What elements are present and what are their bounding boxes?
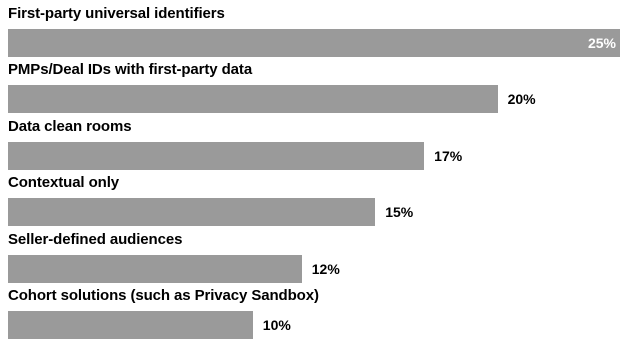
value-label: 12%: [311, 260, 340, 277]
value-label: 25%: [587, 35, 616, 51]
bar: [8, 311, 253, 339]
category-label: PMPs/Deal IDs with first-party data: [8, 61, 253, 79]
category-label: Seller-defined audiences: [8, 230, 183, 248]
bar: [8, 29, 620, 57]
category-label: Data clean rooms: [8, 117, 132, 135]
bar: [8, 141, 425, 170]
value-label: 15%: [385, 204, 414, 221]
bar: [8, 198, 376, 227]
category-label: Cohort solutions (such as Privacy Sandbo…: [8, 287, 319, 304]
value-label: 17%: [434, 147, 463, 164]
bar: [8, 254, 302, 283]
bar: [8, 85, 498, 114]
value-label: 10%: [262, 317, 291, 333]
value-label: 20%: [507, 91, 536, 108]
category-label: First-party universal identifiers: [8, 5, 225, 22]
category-label: Contextual only: [8, 174, 120, 192]
